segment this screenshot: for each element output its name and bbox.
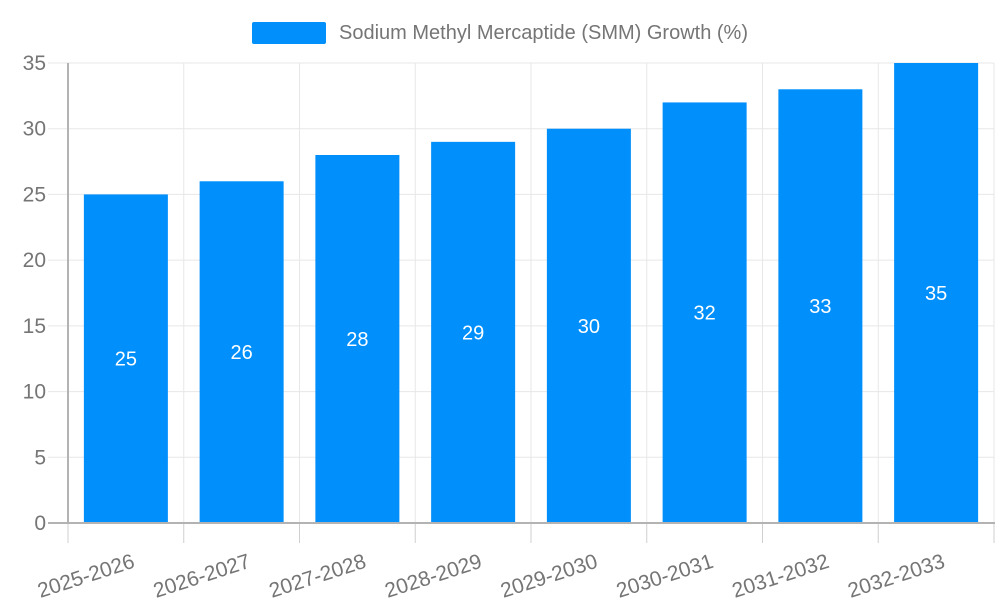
bar-value-label: 30	[578, 316, 600, 338]
y-axis-tick-label: 25	[23, 183, 46, 206]
legend-label: Sodium Methyl Mercaptide (SMM) Growth (%…	[339, 22, 748, 44]
bar-2032-2033[interactable]	[894, 63, 979, 523]
bar-value-label: 32	[694, 303, 716, 325]
y-axis-tick-label: 35	[23, 52, 46, 75]
y-axis-tick-label: 10	[23, 381, 46, 404]
x-axis-label: 2027-2028	[266, 550, 369, 600]
bar-value-label: 28	[346, 329, 368, 351]
bar-2026-2027[interactable]	[199, 181, 284, 524]
bar-value-label: 29	[462, 322, 484, 344]
x-axis-label: 2030-2031	[614, 550, 717, 600]
y-axis-tick-label: 30	[23, 118, 46, 141]
bar-2028-2029[interactable]	[431, 141, 516, 523]
bar-2030-2031[interactable]	[662, 102, 747, 523]
bar-value-label: 26	[231, 342, 253, 364]
x-axis-label: 2029-2030	[498, 550, 601, 600]
y-axis-tick-label: 20	[23, 249, 46, 272]
x-axis-label: 2032-2033	[845, 550, 948, 600]
x-axis-label: 2031-2032	[729, 550, 832, 600]
bar-2027-2028[interactable]	[315, 155, 400, 523]
y-axis-tick-label: 15	[23, 315, 46, 338]
bar-2031-2032[interactable]	[778, 89, 863, 524]
bar-value-label: 33	[809, 296, 831, 318]
bar-value-label: 35	[925, 283, 947, 305]
x-axis-label: 2026-2027	[151, 550, 254, 600]
bar-2025-2026[interactable]	[83, 194, 168, 523]
legend[interactable]: Sodium Methyl Mercaptide (SMM) Growth (%…	[0, 21, 1000, 45]
x-axis-label: 2025-2026	[35, 550, 138, 600]
legend-swatch	[252, 22, 326, 44]
y-axis-tick-label: 0	[34, 512, 46, 535]
bar-value-label: 25	[115, 349, 137, 371]
y-axis-tick-label: 5	[34, 446, 46, 469]
bar-2029-2030[interactable]	[546, 128, 631, 523]
x-axis-label: 2028-2029	[382, 550, 485, 600]
